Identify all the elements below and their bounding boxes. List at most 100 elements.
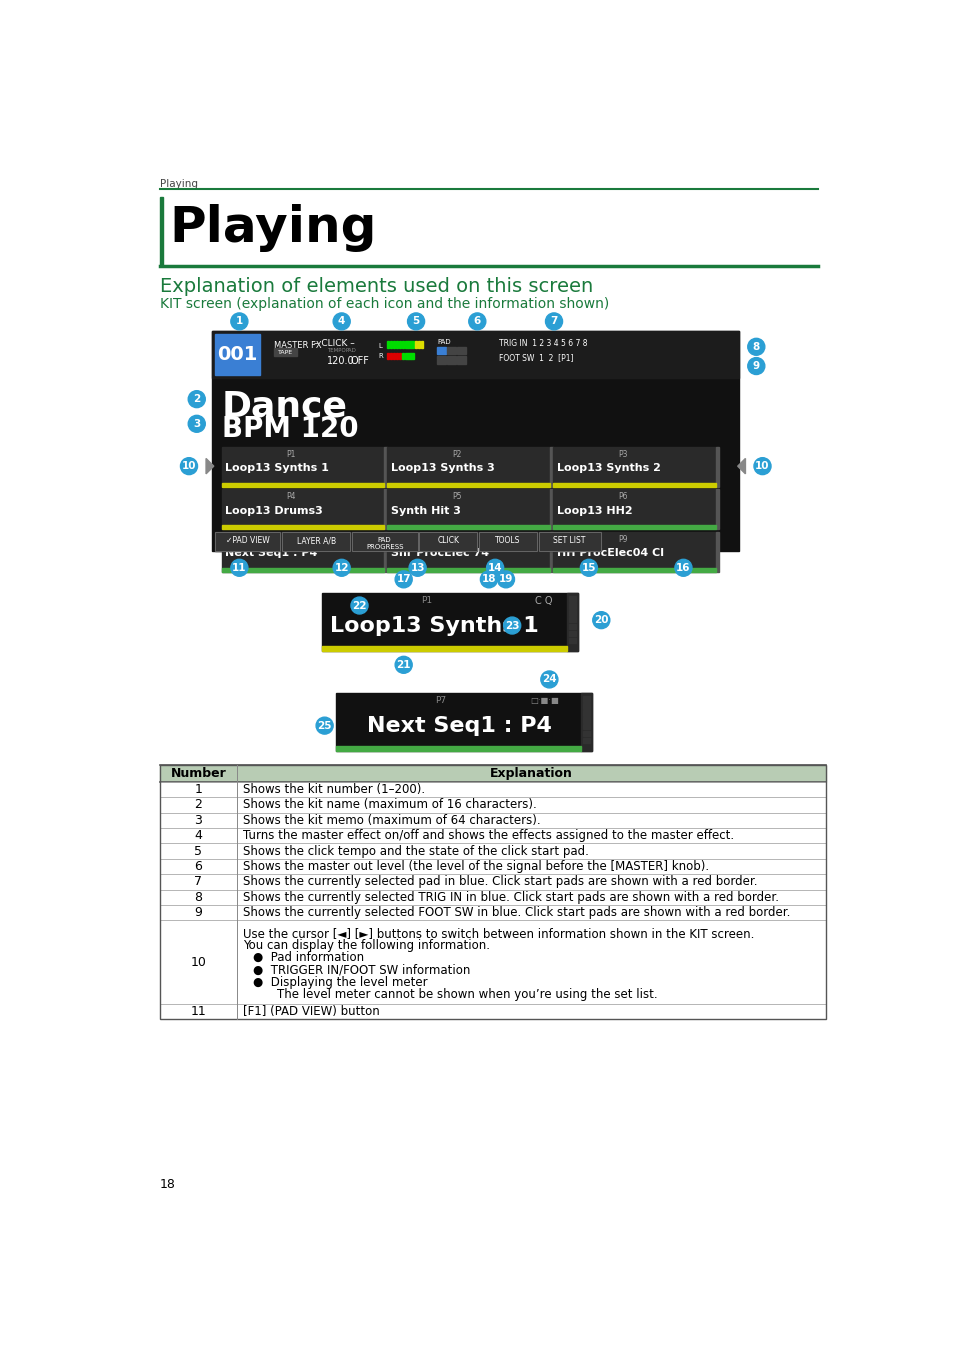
- Bar: [159, 890, 825, 905]
- Circle shape: [231, 313, 248, 329]
- Circle shape: [188, 416, 205, 432]
- Bar: [405, 342, 407, 347]
- Text: 2: 2: [194, 798, 202, 811]
- Text: HH ProcElec04 Cl: HH ProcElec04 Cl: [557, 548, 663, 558]
- Bar: [582, 732, 590, 736]
- Bar: [159, 197, 163, 266]
- Text: 12: 12: [335, 563, 349, 572]
- Text: 4: 4: [194, 829, 202, 842]
- Circle shape: [579, 559, 597, 576]
- Bar: [568, 637, 576, 643]
- Circle shape: [747, 358, 764, 374]
- Text: 15: 15: [581, 563, 596, 572]
- Polygon shape: [206, 459, 213, 474]
- Bar: [716, 532, 719, 571]
- Bar: [282, 532, 350, 551]
- Circle shape: [395, 571, 412, 587]
- Bar: [553, 489, 716, 529]
- Bar: [447, 356, 456, 363]
- Bar: [568, 610, 576, 616]
- Circle shape: [351, 597, 368, 614]
- Text: TOOLS: TOOLS: [495, 536, 520, 545]
- Text: 6: 6: [194, 860, 202, 873]
- Bar: [159, 765, 825, 1019]
- Text: Number: Number: [171, 767, 226, 780]
- Bar: [550, 447, 553, 487]
- Bar: [568, 603, 576, 609]
- Text: P1: P1: [421, 597, 432, 605]
- Circle shape: [231, 559, 248, 576]
- Text: Loop13 HH2: Loop13 HH2: [557, 506, 632, 516]
- Text: P5: P5: [452, 493, 461, 501]
- Text: 18: 18: [481, 574, 496, 585]
- Text: Turns the master effect on/off and shows the effects assigned to the master effe: Turns the master effect on/off and shows…: [243, 829, 734, 842]
- Circle shape: [315, 717, 333, 734]
- Bar: [212, 331, 739, 551]
- Text: PROGRESS: PROGRESS: [366, 544, 403, 549]
- Bar: [335, 694, 592, 751]
- Text: Playing: Playing: [159, 180, 197, 189]
- Bar: [159, 828, 825, 844]
- Text: 21: 21: [396, 660, 411, 670]
- Text: PAD: PAD: [345, 348, 356, 354]
- Text: CLICK: CLICK: [436, 536, 458, 545]
- Text: 10: 10: [755, 462, 769, 471]
- Circle shape: [180, 458, 197, 475]
- Text: 9: 9: [752, 360, 760, 371]
- Bar: [395, 342, 397, 347]
- Text: Synth Hit 3: Synth Hit 3: [391, 506, 460, 516]
- Text: 13: 13: [410, 563, 424, 572]
- Circle shape: [409, 559, 426, 576]
- Bar: [390, 342, 392, 347]
- Bar: [398, 352, 401, 359]
- Bar: [387, 489, 550, 529]
- Text: FOOT SW  1  2  [P1]: FOOT SW 1 2 [P1]: [498, 352, 573, 362]
- Text: Loop13 Synths 1: Loop13 Synths 1: [225, 463, 329, 474]
- Circle shape: [333, 313, 350, 329]
- Bar: [214, 532, 280, 551]
- Circle shape: [188, 390, 205, 408]
- Bar: [221, 568, 384, 571]
- Bar: [274, 348, 297, 356]
- Bar: [550, 532, 553, 571]
- Bar: [214, 532, 280, 551]
- Text: Shows the kit number (1–200).: Shows the kit number (1–200).: [243, 783, 425, 796]
- Bar: [553, 568, 716, 571]
- Bar: [159, 813, 825, 828]
- Circle shape: [497, 571, 514, 587]
- Bar: [537, 532, 599, 551]
- Bar: [384, 489, 387, 529]
- Bar: [436, 356, 445, 363]
- Text: P1: P1: [286, 450, 295, 459]
- Text: 001: 001: [216, 346, 257, 365]
- Bar: [322, 647, 567, 651]
- Text: ●  TRIGGER IN/FOOT SW information: ● TRIGGER IN/FOOT SW information: [253, 964, 470, 976]
- Bar: [387, 483, 550, 487]
- Bar: [716, 489, 719, 529]
- Bar: [159, 844, 825, 859]
- Circle shape: [395, 656, 412, 674]
- Bar: [387, 532, 550, 571]
- Text: P3: P3: [618, 450, 627, 459]
- Text: 18: 18: [159, 1179, 175, 1192]
- Text: ✓PAD VIEW: ✓PAD VIEW: [226, 536, 269, 545]
- Text: [F1] (PAD VIEW) button: [F1] (PAD VIEW) button: [243, 1004, 379, 1018]
- Bar: [553, 483, 716, 487]
- Text: 7: 7: [550, 316, 558, 327]
- Text: 3: 3: [193, 418, 200, 429]
- Text: C Q: C Q: [535, 595, 553, 606]
- Circle shape: [592, 612, 609, 629]
- Text: 8: 8: [752, 342, 760, 352]
- Bar: [390, 352, 392, 359]
- Bar: [418, 532, 476, 551]
- Text: 19: 19: [498, 574, 513, 585]
- Bar: [159, 904, 825, 921]
- Bar: [322, 593, 578, 651]
- Bar: [408, 342, 410, 347]
- Text: 7: 7: [194, 875, 202, 888]
- Text: Next Seq1 : P4: Next Seq1 : P4: [225, 548, 317, 558]
- Bar: [159, 921, 825, 1003]
- Text: Loop13 Synths 2: Loop13 Synths 2: [557, 463, 660, 474]
- Bar: [582, 724, 590, 729]
- Text: 23: 23: [504, 621, 518, 630]
